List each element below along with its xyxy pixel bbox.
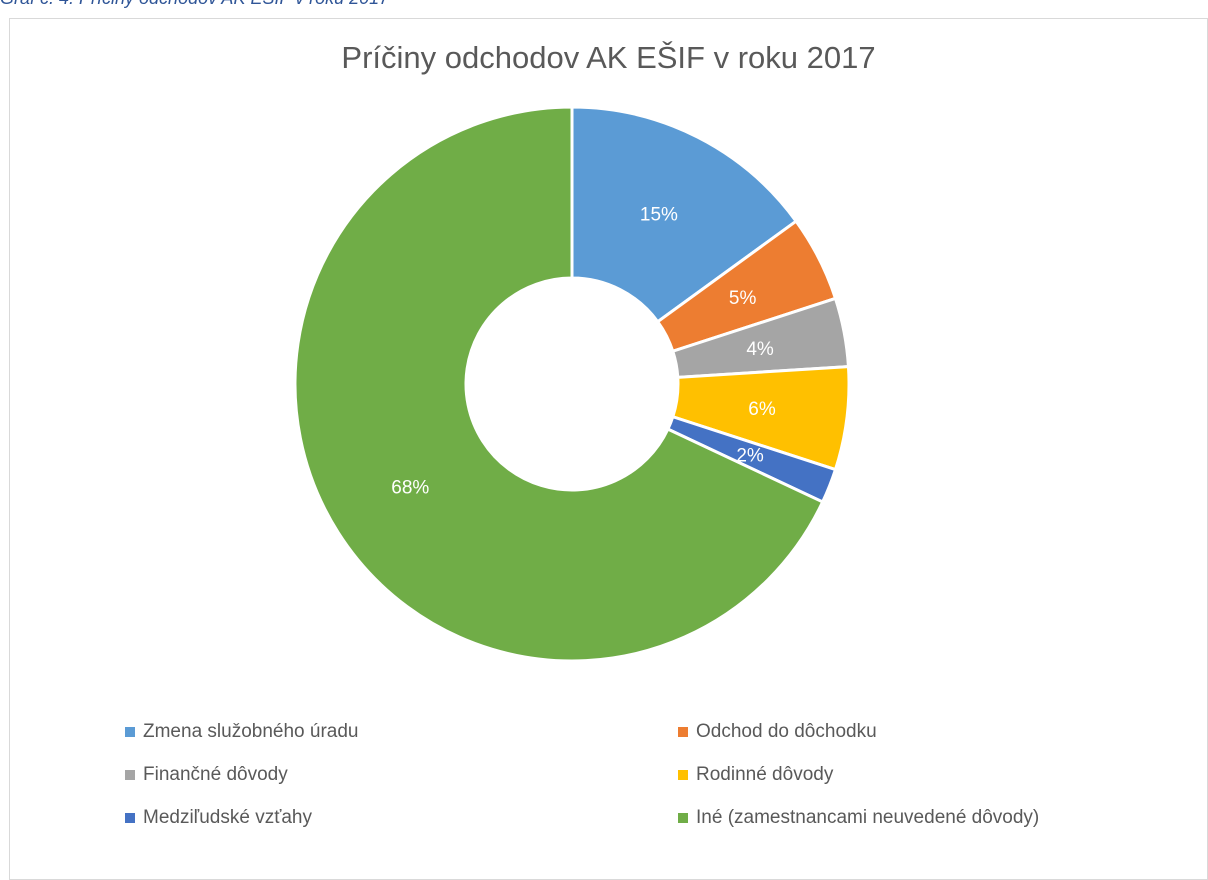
legend-label: Zmena služobného úradu — [143, 721, 359, 742]
legend-swatch — [678, 813, 688, 823]
legend-label: Rodinné dôvody — [696, 764, 834, 785]
legend-swatch — [678, 727, 688, 737]
chart-area: Príčiny odchodov AK EŠIF v roku 2017 15%… — [9, 18, 1208, 880]
chart-title: Príčiny odchodov AK EŠIF v roku 2017 — [341, 40, 876, 75]
legend-swatch — [678, 770, 688, 780]
data-label-5: 2% — [736, 445, 764, 466]
chart-legend: Zmena služobného úradu Odchod do dôchodku… — [10, 19, 1207, 879]
legend-label: Iné (zamestnancami neuvedené dôvody) — [696, 807, 1040, 828]
data-label-2: 5% — [729, 288, 757, 309]
legend-item-5: Medziľudské vzťahy — [125, 807, 312, 829]
legend-label: Medziľudské vzťahy — [143, 807, 312, 828]
legend-swatch — [125, 727, 135, 737]
legend-label: Odchod do dôchodku — [696, 721, 877, 742]
legend-swatch — [125, 770, 135, 780]
figure-caption: Graf č. 4: Príčiny odchodov AK EŠIF v ro… — [0, 0, 389, 9]
legend-item-1: Zmena služobného úradu — [125, 721, 358, 743]
data-label-4: 6% — [748, 399, 776, 420]
legend-label: Finančné dôvody — [143, 764, 288, 785]
slice-1 — [570, 105, 799, 324]
legend-item-3: Finančné dôvody — [125, 764, 288, 786]
doughnut-chart: 15% 5% 4% 6% 2% 68% — [293, 105, 851, 663]
legend-item-6: Iné (zamestnancami neuvedené dôvody) — [678, 807, 1039, 829]
legend-item-2: Odchod do dôchodku — [678, 721, 877, 743]
data-label-3: 4% — [746, 339, 774, 360]
data-label-6: 68% — [391, 478, 429, 499]
legend-swatch — [125, 813, 135, 823]
data-label-1: 15% — [640, 204, 678, 225]
legend-item-4: Rodinné dôvody — [678, 764, 833, 786]
slice-6 — [293, 105, 825, 663]
